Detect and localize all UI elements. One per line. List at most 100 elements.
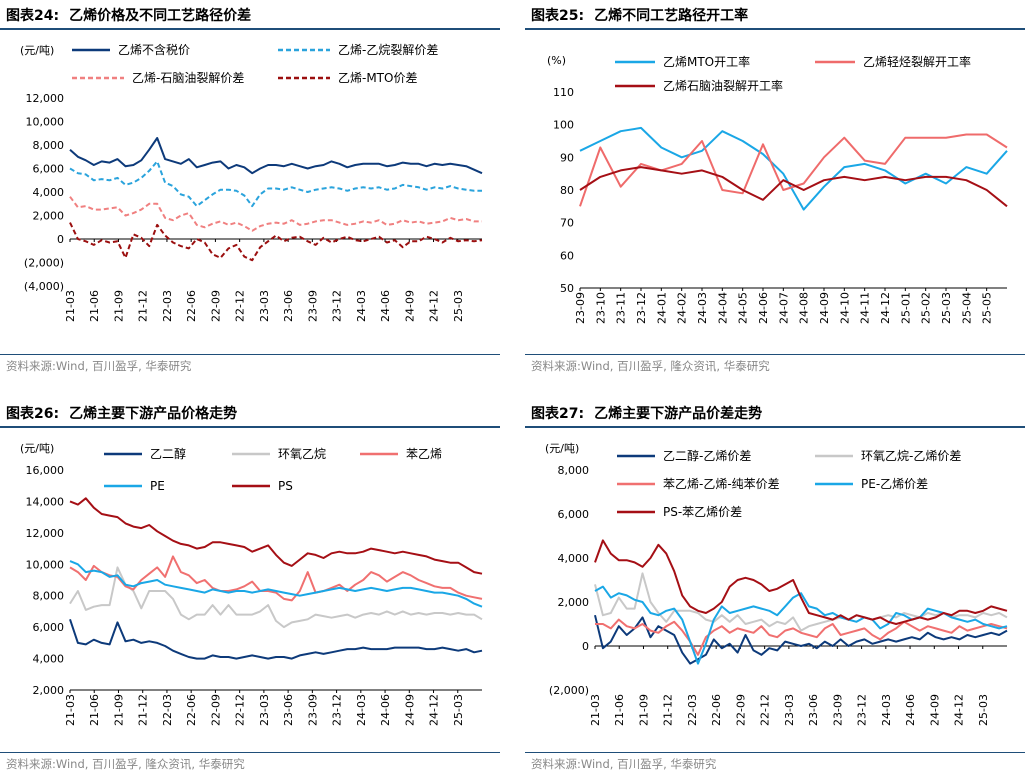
legend-label: 乙烯轻烃裂解开工率	[863, 54, 971, 69]
x-tick-label: 24-09	[403, 694, 416, 726]
x-tick-label: 24-12	[879, 292, 892, 324]
y-tick-label: 6,000	[558, 508, 590, 521]
x-tick-label: 22-03	[161, 290, 174, 322]
x-tick-label: 22-03	[161, 694, 174, 726]
x-tick-label: 23-03	[258, 290, 271, 322]
y-tick-label: 0	[582, 640, 589, 653]
y-tick-label: 2,000	[33, 210, 65, 223]
x-tick-label: 25-05	[981, 292, 994, 324]
panel-title-text: 乙烯不同工艺路径开工率	[594, 8, 749, 24]
series-line-1	[69, 160, 482, 208]
panel-number: 图表24:	[6, 8, 60, 24]
x-tick-label: 23-03	[258, 694, 271, 726]
x-tick-label: 22-09	[734, 694, 747, 726]
series-line-2	[69, 196, 482, 232]
y-tick-label: 2,000	[33, 684, 65, 697]
y-axis-unit-label: (元/吨)	[20, 44, 54, 57]
y-tick-label: (4,000)	[24, 280, 64, 293]
x-tick-label: 23-09	[831, 694, 844, 726]
chart-operating-rates: (%) 50 60 70 80 90 100 110 23-09 23-10 23-11 23-12 2…	[547, 54, 1008, 324]
x-tick-label: 24-11	[859, 292, 872, 324]
x-tick-label: 21-09	[112, 290, 125, 322]
source-rule	[525, 752, 1025, 753]
x-tick-label: 23-11	[615, 292, 628, 324]
x-tick-label: 24-03	[880, 694, 893, 726]
y-tick-label: 4,000	[33, 186, 65, 199]
source-rule	[0, 752, 500, 753]
x-tick-label: 23-09	[306, 694, 319, 726]
x-tick-label: 21-06	[613, 694, 626, 726]
x-tick-label: 24-01	[655, 292, 668, 324]
source-note: 资料来源:Wind, 百川盈孚, 隆众资讯, 华泰研究	[531, 359, 770, 373]
panel-25: 图表25: 乙烯不同工艺路径开工率 (%) 50 60 70 80 90 100 110 23-0…	[525, 0, 1025, 383]
x-tick-label: 24-09	[818, 292, 831, 324]
x-tick-label: 24-07	[777, 292, 790, 324]
x-tick-label: 21-12	[137, 694, 150, 726]
x-tick-label: 24-05	[737, 292, 750, 324]
legend-label: PS	[278, 479, 293, 493]
legend-label: 环氧乙烷	[278, 447, 326, 461]
chart-downstream-spreads: (元/吨) (2,000) 0 2,000 4,000 6,000 8,000 21-03 21…	[545, 442, 1008, 726]
source-note: 资料来源:Wind, 百川盈孚, 华泰研究	[6, 359, 192, 373]
y-tick-label: 12,000	[26, 92, 65, 105]
series-line-1	[579, 133, 1008, 207]
x-tick-label: 23-12	[331, 694, 344, 726]
series-line-0	[69, 618, 483, 660]
panel-24: 图表24: 乙烯价格及不同工艺路径价差 (元/吨) (4,000) (2,000) 0 2…	[0, 0, 500, 383]
source-note: 资料来源:Wind, 百川盈孚, 华泰研究	[531, 757, 717, 771]
source-rule	[0, 354, 500, 355]
legend-label: PE	[150, 479, 165, 493]
x-tick-label: 25-03	[977, 694, 990, 726]
series-line-2	[595, 618, 1008, 656]
y-tick-label: 10,000	[26, 558, 65, 571]
panel-title: 图表25: 乙烯不同工艺路径开工率	[531, 5, 748, 25]
x-tick-label: 23-12	[635, 292, 648, 324]
legend-label: 乙二醇-乙烯价差	[663, 448, 751, 463]
x-tick-label: 22-06	[185, 290, 198, 322]
y-tick-label: 110	[553, 86, 574, 99]
title-rule	[525, 426, 1025, 428]
x-tick-label: 25-03	[940, 292, 953, 324]
x-tick-label: 24-06	[379, 694, 392, 726]
y-tick-label: 4,000	[33, 653, 65, 666]
x-tick-label: 22-06	[710, 694, 723, 726]
x-tick-label: 25-01	[899, 292, 912, 324]
x-tick-label: 25-04	[960, 292, 973, 324]
series-line-0	[594, 614, 1008, 665]
y-tick-label: 16,000	[26, 464, 65, 477]
panel-title-text: 乙烯价格及不同工艺路径价差	[69, 8, 252, 24]
panel-number: 图表25:	[531, 8, 585, 24]
legend-label: PE-乙烯价差	[861, 477, 928, 491]
y-tick-label: 60	[560, 249, 574, 262]
x-tick-label: 22-12	[234, 290, 247, 322]
panel-26: 图表26: 乙烯主要下游产品价格走势 (元/吨) 2,000 4,000 6,000 8,…	[0, 398, 500, 781]
x-tick-label: 22-09	[209, 290, 222, 322]
legend-label: 乙烯不含税价	[118, 42, 190, 57]
y-axis-unit-label: (元/吨)	[20, 442, 54, 455]
x-tick-label: 24-10	[838, 292, 851, 324]
panel-title: 图表27: 乙烯主要下游产品价差走势	[531, 403, 762, 423]
x-tick-label: 21-06	[88, 290, 101, 322]
x-tick-label: 22-12	[759, 694, 772, 726]
x-tick-label: 24-08	[798, 292, 811, 324]
x-tick-label: 23-06	[282, 290, 295, 322]
panel-title: 图表24: 乙烯价格及不同工艺路径价差	[6, 5, 251, 25]
x-tick-label: 24-04	[716, 292, 729, 324]
x-tick-label: 25-03	[452, 694, 465, 726]
y-tick-label: 8,000	[558, 464, 590, 477]
series-line-3	[69, 222, 483, 262]
panel-title-text: 乙烯主要下游产品价格走势	[69, 406, 238, 422]
x-tick-label: 24-12	[428, 694, 441, 726]
y-tick-label: 10,000	[26, 116, 65, 129]
x-tick-label: 21-12	[137, 290, 150, 322]
x-tick-label: 24-03	[355, 694, 368, 726]
x-tick-label: 24-12	[428, 290, 441, 322]
y-tick-label: 8,000	[33, 590, 65, 603]
y-tick-label: 0	[57, 233, 64, 246]
x-tick-label: 24-03	[355, 290, 368, 322]
title-rule	[0, 426, 500, 428]
y-axis-unit-label: (元/吨)	[545, 442, 579, 455]
x-tick-label: 24-09	[928, 694, 941, 726]
y-tick-label: 14,000	[26, 495, 65, 508]
panel-number: 图表26:	[6, 406, 60, 422]
